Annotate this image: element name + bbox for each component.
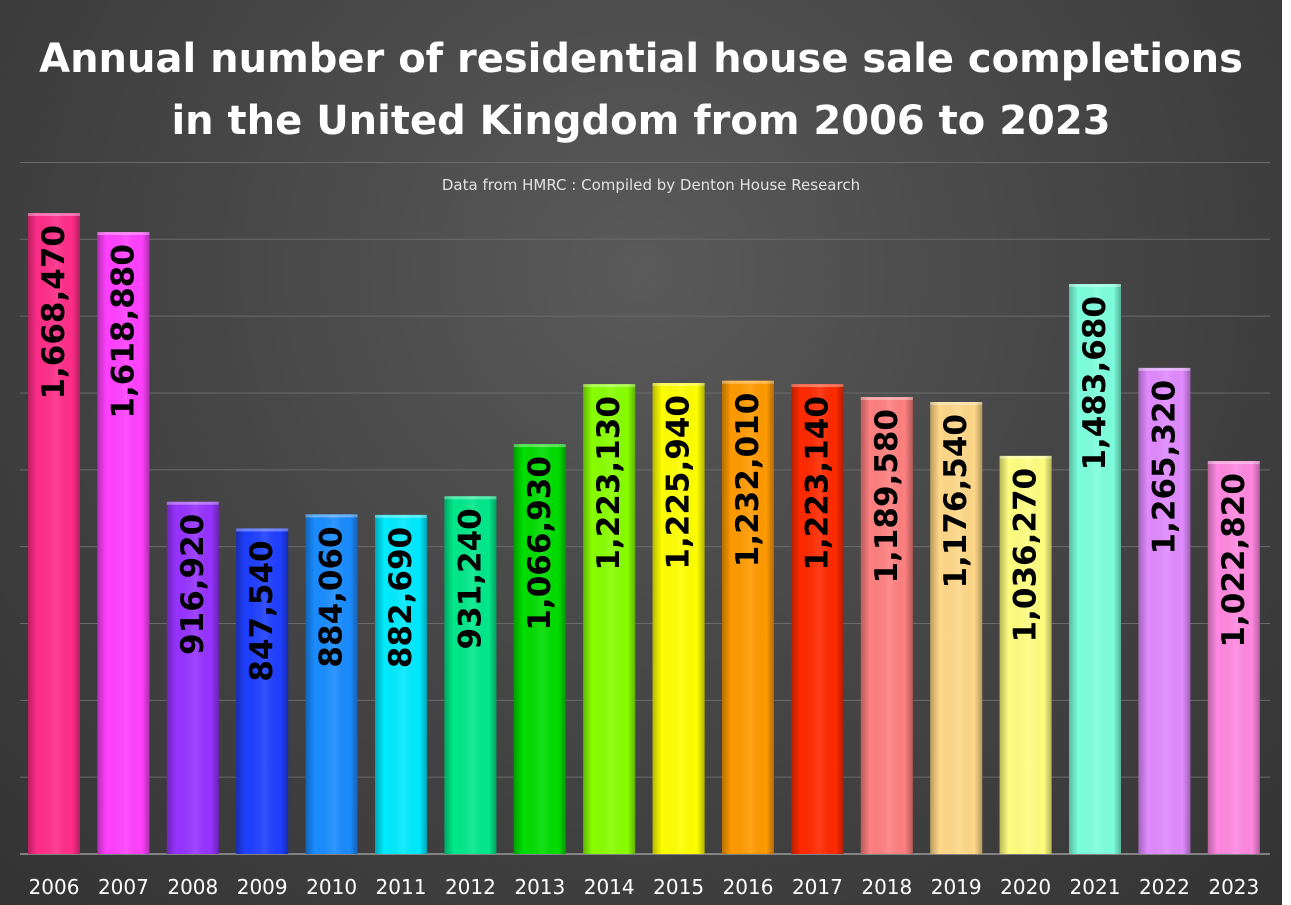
bar-top-edge-2021 [1069,283,1121,287]
chart-title-line-2: in the United Kingdom from 2006 to 2023 [171,98,1111,144]
data-label-2013: 1,066,930 [522,456,558,631]
bar-top-edge-2008 [166,501,219,505]
bar-shading-2008 [166,501,219,854]
bar-shading-2014 [583,384,636,854]
bar-shading-2020 [999,455,1052,854]
bar-top-edge-2013 [513,444,566,448]
x-tick-2015: 2015 [653,875,704,899]
bars [28,213,1260,854]
x-tick-2018: 2018 [861,875,912,899]
bar-shading-2021 [1069,283,1121,854]
x-tick-2021: 2021 [1070,875,1121,899]
x-tick-2017: 2017 [792,875,843,899]
data-label-2008: 916,920 [175,514,211,655]
x-tick-2014: 2014 [584,875,635,899]
bar-top-edge-2018 [860,396,913,400]
bar-top-edge-2023 [1207,461,1260,465]
data-label-2007: 1,618,880 [105,244,141,419]
data-label-2023: 1,022,820 [1216,473,1252,648]
x-tick-2019: 2019 [931,875,982,899]
bar-top-edge-2022 [1138,367,1191,371]
bar-shading-2012 [444,496,497,854]
chart-title-line-1: Annual number of residential house sale … [39,36,1243,82]
x-tick-2009: 2009 [237,875,288,899]
chart-subtitle: Data from HMRC : Compiled by Denton Hous… [441,176,861,194]
bar-shading-2007 [97,232,150,854]
bar-shading-2011 [375,514,427,854]
data-label-2022: 1,265,320 [1146,380,1182,555]
data-label-2014: 1,223,130 [591,396,627,571]
gridlines [20,161,1270,855]
data-label-2006: 1,668,470 [36,225,72,400]
chart-title: Annual number of residential house sale … [0,28,1282,152]
bar-top-edge-2011 [375,514,427,518]
bar-top-edge-2010 [305,514,358,518]
bar-shading-2016 [722,380,774,854]
x-tick-2006: 2006 [29,875,80,899]
x-tick-2023: 2023 [1208,875,1259,899]
bar-top-edge-2020 [999,455,1052,459]
bar-top-edge-2019 [930,401,983,405]
data-label-2021: 1,483,680 [1077,296,1113,471]
bar-top-edge-2015 [652,383,705,387]
bar-top-edge-2012 [444,496,497,500]
data-label-2009: 847,540 [244,540,280,681]
bar-top-edge-2017 [791,384,844,388]
x-tick-2013: 2013 [514,875,565,899]
bar-shading-2015 [652,383,705,854]
data-label-2010: 884,060 [314,526,350,667]
x-tick-2010: 2010 [306,875,357,899]
bar-shading-2023 [1207,461,1260,854]
bar-top-edge-2006 [28,213,80,217]
data-label-2019: 1,176,540 [938,414,974,589]
bar-shading-2022 [1138,367,1191,854]
x-tick-2016: 2016 [723,875,774,899]
bar-top-edge-2009 [236,528,289,532]
bar-top-edge-2016 [722,380,774,384]
data-label-2016: 1,232,010 [730,393,766,568]
bar-shading-2006 [28,213,80,854]
x-tick-2022: 2022 [1139,875,1190,899]
data-label-2018: 1,189,580 [869,409,905,584]
bar-shading-2009 [236,528,289,854]
bar-shading-2018 [860,396,913,854]
bar-shading-2010 [305,514,358,854]
x-axis-ticks: 2006 2007 2008 2009 2010 2011 2012 2013 2014 2015… [29,875,1260,899]
x-tick-2008: 2008 [167,875,218,899]
x-tick-2012: 2012 [445,875,496,899]
data-label-2011: 882,690 [383,527,419,668]
data-labels: 1,668,470 1,618,880 916,920 847,540 884,060 8… [36,225,1252,682]
data-label-2015: 1,225,940 [661,395,697,570]
data-label-2017: 1,223,140 [799,396,835,571]
x-tick-2011: 2011 [376,875,427,899]
data-label-2012: 931,240 [452,508,488,649]
bar-shading-2019 [930,401,983,854]
bar-top-edge-2014 [583,384,636,388]
bar-top-edge-2007 [97,232,150,236]
bar-shading-2013 [513,444,566,854]
x-tick-2020: 2020 [1000,875,1051,899]
x-tick-2007: 2007 [98,875,149,899]
data-label-2020: 1,036,270 [1008,468,1044,643]
bar-shading-2017 [791,384,844,854]
